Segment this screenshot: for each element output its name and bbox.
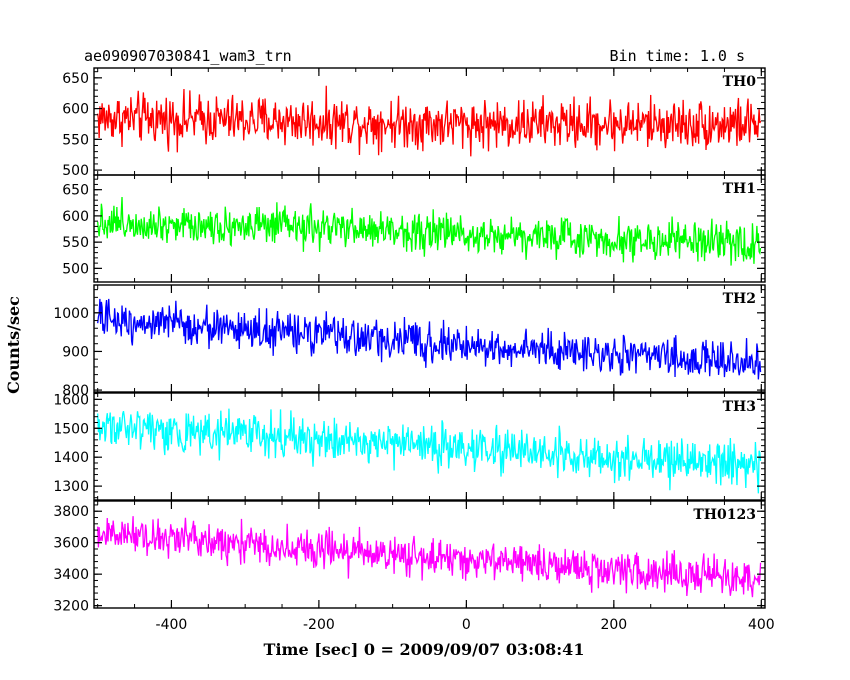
bin-time-label: Bin time: 1.0 s: [610, 47, 745, 65]
series-line-th0: [97, 85, 762, 157]
y-tick-label: 650: [62, 71, 89, 87]
y-tick-label: 1000: [53, 306, 89, 322]
series-line-th2: [97, 298, 762, 380]
panel-label: TH0: [723, 74, 757, 90]
y-tick-label: 3600: [53, 536, 89, 552]
panel-th0123: 3200 3400 3600 3800 TH0123: [53, 500, 766, 615]
y-tick-label: 1300: [53, 479, 89, 495]
x-tick-label: -400: [156, 617, 188, 633]
y-tick-label: 550: [62, 235, 89, 251]
y-tick-label: 1600: [53, 392, 89, 408]
series-line-th1: [97, 196, 762, 266]
y-tick-label: 550: [62, 132, 89, 148]
x-tick-label: 0: [462, 617, 471, 633]
y-tick-label: 650: [62, 183, 89, 199]
panel-th0: 500 550 600 650 TH0: [62, 67, 766, 179]
panel-label: TH3: [723, 399, 756, 415]
panel-th2: 800 900 1000 TH2: [53, 284, 766, 399]
panel-label: TH2: [723, 291, 756, 307]
y-tick-label: 3800: [53, 504, 89, 520]
y-axis-label: Counts/sec: [4, 296, 23, 394]
series-line-th3: [97, 408, 762, 494]
panel-label: TH1: [723, 181, 756, 197]
x-tick-label: 400: [748, 617, 775, 633]
panel-th3: 1300 1400 1500 1600 TH3: [53, 392, 766, 501]
series-line-th0123: [97, 516, 762, 598]
x-tick-label: -200: [303, 617, 335, 633]
x-axis-label: Time [sec] 0 = 2009/09/07 03:08:41: [264, 640, 585, 659]
y-tick-label: 3400: [53, 567, 89, 583]
y-tick-label: 900: [62, 344, 89, 360]
chart-title: ae090907030841_wam3_trn: [84, 47, 292, 65]
panel-th1: 500 550 600 650 TH1: [62, 174, 766, 283]
y-tick-label: 600: [62, 102, 89, 118]
x-tick-label: 200: [600, 617, 627, 633]
y-tick-label: 500: [62, 163, 89, 179]
y-tick-label: 500: [62, 261, 89, 277]
y-tick-label: 1400: [53, 450, 89, 466]
y-tick-label: 1500: [53, 421, 89, 437]
panels-group: 500 550 600 650 TH0 500 550 600 650 TH1 800 900 1000…: [53, 67, 775, 633]
y-tick-label: 600: [62, 209, 89, 225]
y-tick-label: 3200: [53, 599, 89, 615]
y-tick-label: 800: [62, 383, 89, 399]
panel-label: TH0123: [693, 507, 756, 523]
